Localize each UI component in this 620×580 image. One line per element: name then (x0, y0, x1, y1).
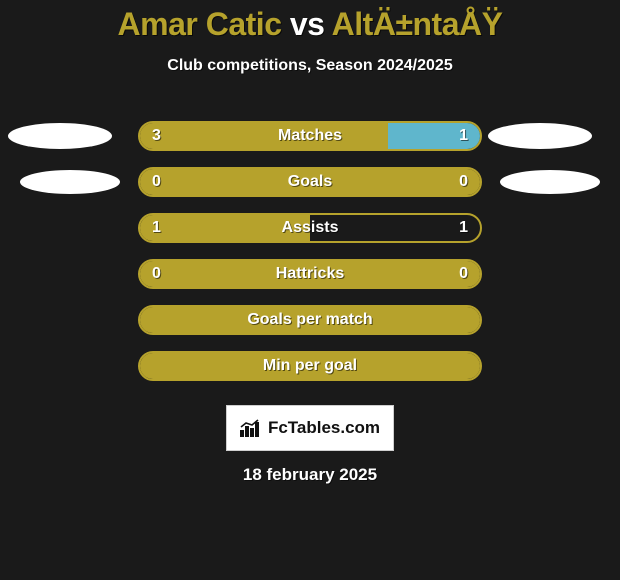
stat-value-right: 0 (459, 265, 468, 283)
stat-bar: Goals 0 0 (138, 167, 482, 197)
stat-value-left: 1 (152, 219, 161, 237)
stat-row: Hattricks 0 0 (0, 251, 620, 297)
comparison-title: Amar Catic vs AltÄ±ntaÅŸ (0, 0, 620, 43)
stat-value-left: 0 (152, 173, 161, 191)
stat-value-right: 0 (459, 173, 468, 191)
stat-row: Assists 1 1 (0, 205, 620, 251)
stat-bar: Hattricks 0 0 (138, 259, 482, 289)
stat-row: Min per goal (0, 343, 620, 389)
stat-bar: Goals per match (138, 305, 482, 335)
stat-value-left: 0 (152, 265, 161, 283)
stat-label: Hattricks (276, 265, 344, 283)
stat-value-right: 1 (459, 127, 468, 145)
stat-bar: Min per goal (138, 351, 482, 381)
stat-bar: Matches 3 1 (138, 121, 482, 151)
stat-value-left: 3 (152, 127, 161, 145)
avatar-placeholder (20, 170, 120, 194)
stat-label: Matches (278, 127, 342, 145)
date-label: 18 february 2025 (0, 465, 620, 485)
stats-chart: Matches31Goals00Assists11Hattricks00Goal… (0, 113, 620, 389)
stat-bar-left (140, 123, 388, 149)
brand-text: FcTables.com (268, 418, 380, 438)
stat-row: Goals per match (0, 297, 620, 343)
stat-label: Goals per match (247, 311, 372, 329)
player1-name: Amar Catic (118, 6, 282, 42)
stat-label: Assists (282, 219, 339, 237)
stat-value-right: 1 (459, 219, 468, 237)
avatar-placeholder (488, 123, 592, 149)
avatar-placeholder (500, 170, 600, 194)
avatar-placeholder (8, 123, 112, 149)
stat-bar: Assists 1 1 (138, 213, 482, 243)
brand-icon (240, 419, 262, 437)
vs-text: vs (290, 6, 325, 42)
stat-label: Goals (288, 173, 332, 191)
stat-label: Min per goal (263, 357, 357, 375)
player2-name: AltÄ±ntaÅŸ (332, 6, 503, 42)
subtitle: Club competitions, Season 2024/2025 (0, 57, 620, 75)
brand-box: FcTables.com (226, 405, 394, 451)
